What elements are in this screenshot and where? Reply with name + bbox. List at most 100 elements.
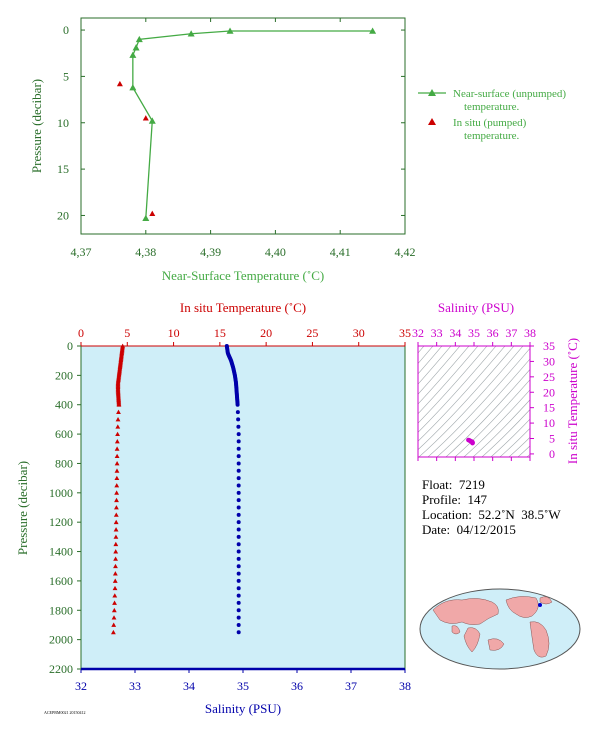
top-x-axis-label: Near-Surface Temperature (˚C) <box>162 268 324 283</box>
ts-y-tick-label: 15 <box>543 401 555 415</box>
profile-top-tick-label: 0 <box>78 326 84 340</box>
profile-y-tick-label: 2200 <box>49 662 73 676</box>
salinity-point <box>236 534 241 539</box>
ts-title: Salinity (PSU) <box>438 300 514 315</box>
ts-y-tick-label: 35 <box>543 339 555 353</box>
float-id: Float: 7219 <box>422 477 485 492</box>
date: Date: 04/12/2015 <box>422 522 516 537</box>
salinity-point <box>236 527 241 532</box>
profile-bottom-tick-label: 35 <box>237 679 249 693</box>
temperature-point <box>116 409 121 414</box>
profile-y-axis-label: Pressure (decibar) <box>15 461 30 555</box>
temperature-point <box>113 512 119 517</box>
salinity-point <box>236 512 241 517</box>
profile-bottom-tick-label: 32 <box>75 679 87 693</box>
top-y-tick-label: 0 <box>63 23 69 37</box>
temperature-point <box>114 453 120 459</box>
temperature-point <box>112 593 118 598</box>
ts-x-tick-label: 38 <box>524 326 536 340</box>
salinity-point <box>236 490 241 495</box>
near-surface-point <box>135 35 143 43</box>
profile-y-tick-label: 400 <box>55 398 73 412</box>
salinity-point <box>235 402 240 407</box>
temperature-point <box>114 505 119 510</box>
in-situ-point <box>142 115 149 121</box>
density-contour <box>436 358 530 457</box>
temperature-point <box>115 431 120 437</box>
world-map <box>419 588 581 670</box>
temperature-point <box>115 417 121 422</box>
salinity-point <box>236 586 241 591</box>
temperature-point <box>113 519 119 525</box>
salinity-point <box>236 468 241 473</box>
top-x-tick-label: 4,41 <box>330 245 351 259</box>
salinity-point <box>236 549 241 554</box>
legend-marker-in-situ <box>428 118 436 125</box>
top-y-tick-label: 20 <box>57 208 69 222</box>
ts-x-tick-label: 35 <box>468 326 480 340</box>
profile-top-tick-label: 20 <box>260 326 272 340</box>
legend-label-in-situ-2: temperature. <box>464 130 520 142</box>
density-contour <box>499 427 530 457</box>
density-contour <box>490 418 530 457</box>
float-location-marker <box>538 603 542 607</box>
top-legend: Near-surface (unpumped) temperature. In … <box>418 88 566 142</box>
density-contour <box>418 346 524 457</box>
temperature-point <box>113 534 119 539</box>
salinity-point <box>236 630 241 635</box>
temperature-point <box>111 615 117 620</box>
salinity-point <box>236 461 241 466</box>
ts-x-tick-label: 37 <box>505 326 517 340</box>
temperature-point <box>113 549 119 554</box>
profile-y-tick-label: 200 <box>55 368 73 382</box>
legend-marker-near-surface <box>428 89 436 96</box>
salinity-point <box>236 564 241 569</box>
density-contour <box>463 389 530 457</box>
in-situ-point <box>116 80 123 87</box>
ts-x-tick-label: 34 <box>449 326 461 340</box>
profile-y-tick-label: 2000 <box>49 633 73 647</box>
profile-top-tick-label: 15 <box>214 326 226 340</box>
density-contour <box>418 346 506 442</box>
legend-label-in-situ-1: In situ (pumped) <box>453 117 527 129</box>
salinity-point <box>236 615 241 620</box>
ts-x-tick-label: 36 <box>487 326 499 340</box>
temperature-point <box>114 468 120 473</box>
temperature-point <box>112 600 117 605</box>
salinity-point <box>236 483 241 488</box>
density-contour <box>454 379 530 457</box>
ts-density-contours <box>418 346 530 457</box>
map-ocean <box>419 588 581 670</box>
top-x-tick-label: 4,42 <box>395 245 416 259</box>
temperature-point <box>114 497 119 503</box>
top-y-tick-label: 10 <box>57 116 69 130</box>
top-x-tick-label: 4,40 <box>265 245 286 259</box>
profile-y-tick-label: 600 <box>55 427 73 441</box>
profile-bottom-tick-label: 37 <box>345 679 357 693</box>
temperature-point <box>113 527 119 532</box>
density-contour <box>508 436 530 457</box>
top-y-tick-label: 5 <box>63 69 69 83</box>
top-x-tick-label: 4,39 <box>200 245 221 259</box>
temperature-point <box>113 563 118 569</box>
salinity-point <box>236 542 241 547</box>
top-x-tick-label: 4,38 <box>135 245 156 259</box>
density-contour <box>418 346 497 433</box>
ts-y-tick-label: 30 <box>543 354 555 368</box>
top-x-tick-label: 4,37 <box>71 245 92 259</box>
salinity-point <box>236 446 241 451</box>
density-contour <box>445 368 530 457</box>
salinity-point <box>236 498 241 503</box>
salinity-point <box>236 622 241 627</box>
profile-bottom-tick-label: 34 <box>183 679 195 693</box>
temperature-point <box>115 424 121 429</box>
temperature-point <box>112 585 118 591</box>
temperature-point <box>114 439 120 444</box>
profile-info: Float: 7219 Profile: 147 Location: 52.2˚… <box>422 477 561 537</box>
salinity-point <box>236 432 241 437</box>
profile-top-axis-label: In situ Temperature (˚C) <box>180 300 306 315</box>
temperature-point <box>112 578 118 583</box>
near-surface-point <box>226 27 234 34</box>
footer-code: ACEPBM0021 20150412 <box>44 710 85 715</box>
salinity-point <box>235 410 240 415</box>
